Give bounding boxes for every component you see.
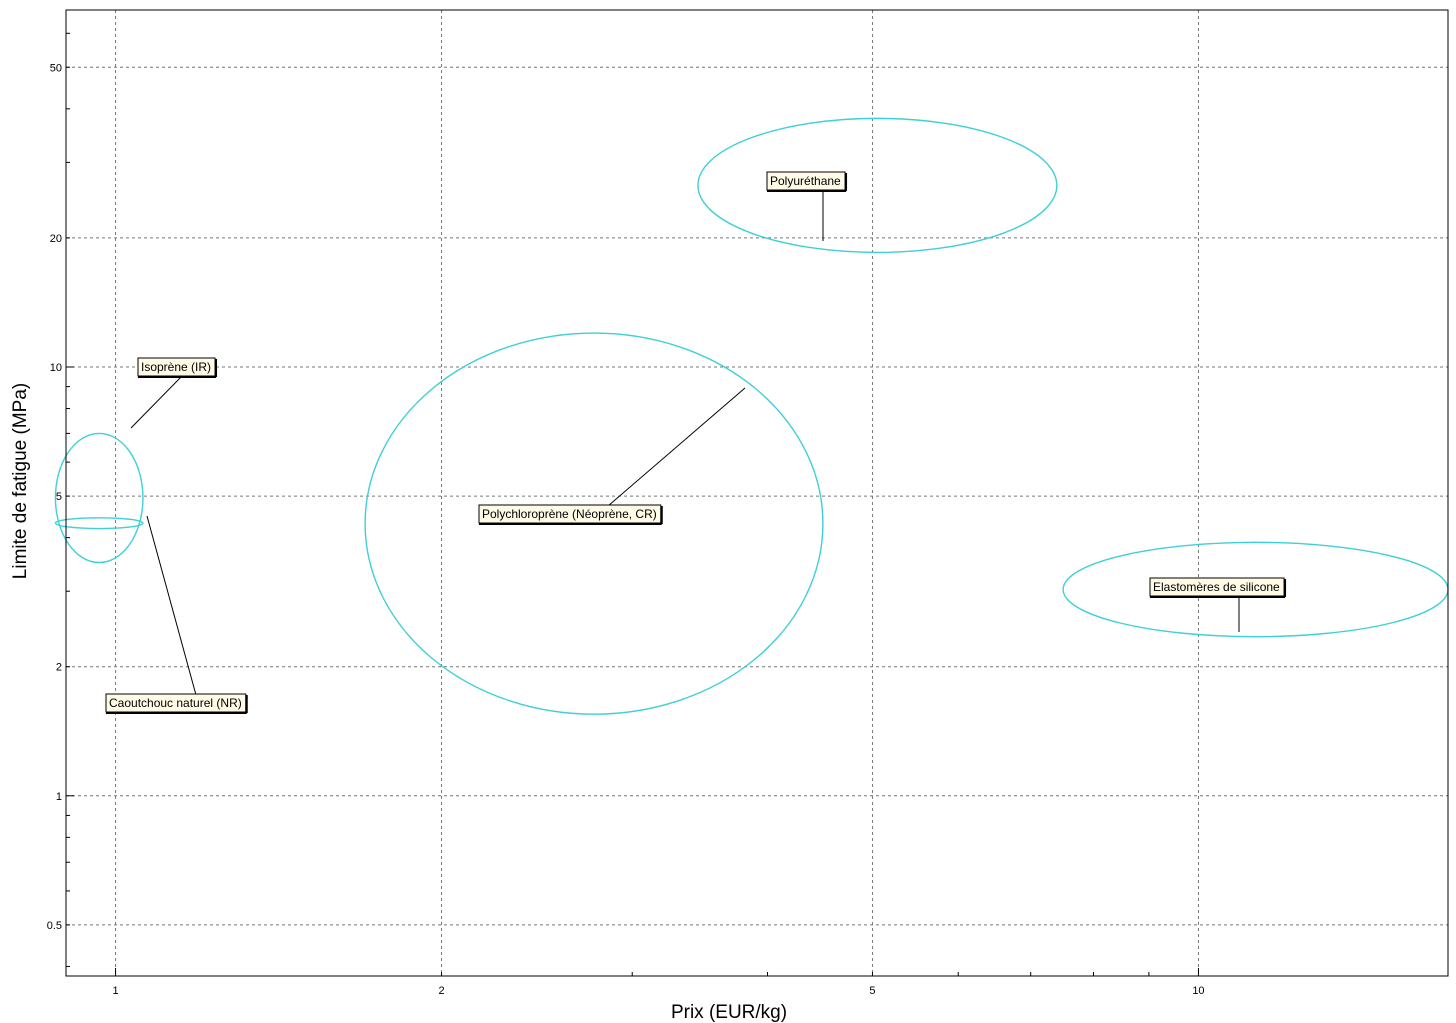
y-axis-label: Limite de fatigue (MPa) (10, 383, 31, 579)
x-tick-label: 2 (438, 985, 444, 997)
material-ellipse (54, 517, 144, 530)
y-tick-label: 5 (56, 491, 62, 503)
x-axis-label: Prix (EUR/kg) (671, 1002, 787, 1023)
y-tick-label: 0.5 (47, 920, 62, 932)
material-label: Polychloroprène (Néoprène, CR) (478, 504, 663, 525)
grid (66, 10, 1448, 976)
y-tick-label: 2 (56, 662, 62, 674)
material-label-text: Caoutchouc naturel (NR) (109, 696, 242, 710)
x-tick-label: 5 (869, 985, 875, 997)
label-leaders (130, 189, 1240, 696)
y-tick-label: 50 (50, 62, 62, 74)
material-label: Polyuréthane (766, 171, 848, 192)
label-leader (130, 374, 184, 429)
material-ellipses (54, 117, 1449, 715)
y-tick-labels: 0.5 1 2 5 10 20 50 (47, 62, 62, 932)
material-label: Caoutchouc naturel (NR) (105, 693, 248, 714)
material-label-text: Elastomères de silicone (1153, 580, 1280, 594)
material-label-text: Isoprène (IR) (141, 360, 211, 374)
material-ellipse (364, 332, 824, 715)
label-leader (607, 387, 746, 507)
material-ellipse (54, 432, 144, 564)
x-tick-label: 10 (1192, 985, 1204, 997)
plot-frame (65, 9, 1449, 977)
y-tick-label: 1 (56, 791, 62, 803)
y-tick-label: 10 (50, 362, 62, 374)
x-tick-labels: 1 2 5 10 (112, 985, 1204, 997)
material-label: Elastomères de silicone (1149, 577, 1287, 598)
material-ellipse (697, 117, 1058, 254)
material-label: Isoprène (IR) (137, 357, 218, 378)
material-label-text: Polyuréthane (770, 174, 841, 188)
material-label-text: Polychloroprène (Néoprène, CR) (482, 507, 657, 521)
label-leader (146, 515, 197, 696)
material-labels: Polyuréthane Polychloroprène (Néoprène, C… (105, 171, 1287, 714)
x-tick-label: 1 (112, 985, 118, 997)
y-tick-label: 20 (50, 233, 62, 245)
minor-ticks (65, 32, 1199, 976)
